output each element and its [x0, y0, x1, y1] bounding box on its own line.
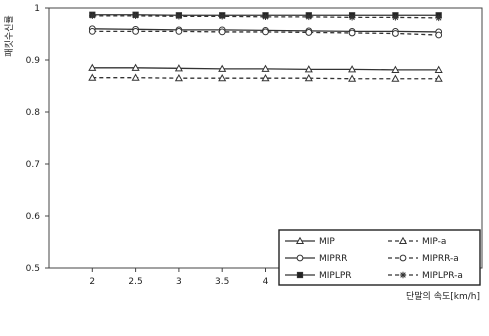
legend-marker [399, 254, 407, 262]
data-point [218, 28, 226, 36]
data-point [391, 74, 400, 82]
legend-entry: MIP-a [388, 236, 446, 247]
data-point [88, 73, 97, 81]
legend-marker [296, 271, 304, 279]
data-point [89, 12, 96, 19]
data-point [391, 65, 400, 73]
legend-label: MIPLPR-a [422, 271, 463, 281]
data-point [131, 63, 140, 71]
data-point [88, 63, 97, 71]
data-point [348, 14, 356, 21]
series-mip [88, 63, 443, 73]
legend: MIP MIP-a MIPRR MIPRR-a MIPLPR MIPLPR-a [278, 229, 481, 286]
data-point [175, 28, 183, 35]
legend-entry: MIPLPR-a [388, 271, 463, 281]
data-point [174, 73, 183, 82]
legend-marker [296, 254, 304, 262]
data-point [131, 73, 140, 81]
y-tick-label: 0.8 [26, 108, 41, 118]
legend-label: MIPRR [319, 254, 347, 264]
data-point [218, 73, 227, 82]
x-tick-label: 2.5 [128, 277, 142, 287]
data-point [434, 74, 443, 82]
data-point [435, 31, 443, 39]
data-point [132, 12, 139, 19]
series-layer [88, 11, 443, 82]
x-tick-label: 3 [176, 277, 182, 287]
legend-entry: MIPRR [285, 254, 347, 264]
series-line [92, 15, 439, 19]
data-point [348, 29, 356, 37]
data-point [304, 73, 313, 82]
series-line [92, 30, 439, 36]
data-point [392, 14, 399, 21]
x-tick-label: 2 [89, 277, 95, 287]
series-line [92, 77, 439, 80]
data-point [392, 30, 399, 37]
y-tick-label: 0.5 [26, 264, 40, 274]
data-point [219, 13, 226, 20]
legend-entry: MIP [285, 236, 335, 247]
y-tick-label: 0.6 [26, 212, 41, 222]
data-point [304, 65, 313, 73]
series-miprr-a [88, 28, 443, 39]
data-point [175, 13, 183, 20]
data-point [218, 64, 227, 72]
legend-marker [295, 236, 305, 245]
data-point [88, 28, 96, 35]
plot-frame [48, 7, 483, 269]
y-axis-title: 패킷수신률 [3, 15, 15, 56]
data-point [305, 13, 312, 21]
legend-label: MIPRR-a [422, 254, 459, 264]
legend-entry: MIPLPR [285, 271, 352, 281]
data-point [262, 13, 269, 21]
legend-label: MIPLPR [319, 271, 352, 281]
data-point [348, 65, 357, 73]
series-mip-a [88, 73, 443, 82]
data-point [434, 65, 443, 73]
y-tick-label: 0.7 [26, 160, 40, 170]
data-point [348, 74, 357, 82]
x-axis-title: 단말의 속도[km/h] [406, 290, 480, 302]
y-tick-label: 1 [34, 4, 40, 14]
x-tick-label: 3.5 [215, 277, 229, 287]
y-tick-label: 0.9 [26, 56, 41, 66]
legend-label: MIP [319, 237, 335, 247]
data-point [132, 28, 139, 35]
legend-label: MIP-a [422, 237, 446, 247]
data-point [435, 14, 442, 22]
x-tick-label: 4 [263, 277, 269, 287]
legend-marker [398, 236, 408, 245]
data-point [262, 28, 269, 36]
data-point [174, 64, 183, 72]
legend-entry: MIPRR-a [388, 254, 459, 264]
legend-marker [399, 271, 407, 279]
series-miplpr-a [89, 12, 442, 22]
data-point [261, 64, 270, 72]
data-point [261, 73, 270, 82]
data-point [305, 29, 313, 36]
